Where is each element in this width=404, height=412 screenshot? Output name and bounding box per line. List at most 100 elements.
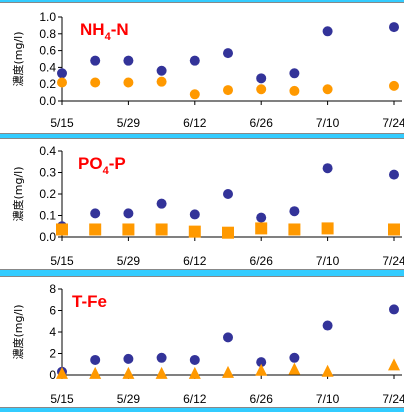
x-tick-label: 7/10 — [316, 254, 340, 268]
chart-title-suffix: -P — [109, 154, 126, 173]
data-point — [255, 363, 268, 376]
data-point — [155, 366, 168, 379]
y-tick-label: 0.0 — [39, 94, 56, 108]
nh4n-chart: 0.0 0.2 0.4 0.6 0.8 1.0 5/15 5/29 6/12 6/26 7/10 7/… — [11, 10, 404, 130]
y-axis-label: 濃度(mg/l) — [11, 31, 25, 86]
tfe-chart-panel: 0 2 4 6 8 5/15 5/29 6/12 6/26 7/10 7/24 濃度(mg/l) T-F… — [0, 276, 404, 408]
y-tick-label: 0.2 — [39, 187, 56, 201]
chart-title: PO4-P — [78, 154, 126, 177]
x-tick-label: 6/12 — [183, 254, 207, 268]
chart-title: NH4-N — [80, 20, 129, 43]
y-tick-label: 8 — [49, 282, 56, 296]
data-point — [222, 365, 234, 378]
data-point — [90, 55, 101, 66]
nh4n-series-1 — [57, 22, 399, 84]
x-tick-label: 5/15 — [50, 392, 74, 406]
y-axis-label: 濃度(mg/l) — [11, 304, 25, 359]
po4p-chart: 0.0 0.1 0.2 0.3 0.4 5/15 5/29 6/12 6/26 7/10 7/24 濃… — [11, 144, 404, 268]
x-tick-label: 5/29 — [117, 254, 141, 268]
chart-title-main: T-Fe — [72, 292, 107, 311]
data-point — [389, 80, 399, 91]
y-tick-label: 0.0 — [39, 230, 56, 244]
data-point — [389, 304, 399, 315]
data-point — [255, 222, 268, 235]
data-point — [256, 73, 267, 84]
data-point — [388, 358, 400, 371]
data-point — [223, 48, 233, 59]
data-point — [89, 366, 102, 379]
data-point — [321, 222, 334, 235]
data-point — [289, 206, 300, 217]
data-point — [156, 198, 167, 209]
data-point — [389, 169, 399, 180]
x-tick-label: 5/15 — [50, 116, 74, 130]
data-point — [289, 68, 300, 79]
chart-title-main: PO — [78, 154, 103, 173]
data-point — [223, 189, 233, 199]
y-tick-label: 0.8 — [39, 27, 56, 41]
chart-title: T-Fe — [72, 292, 107, 311]
data-point — [389, 22, 399, 33]
tfe-series-1 — [57, 304, 399, 377]
data-point — [155, 223, 168, 236]
chart-title-subscript: 4 — [103, 165, 110, 177]
y-tick-label: 0 — [49, 368, 56, 382]
po4p-chart-panel: 0.0 0.1 0.2 0.3 0.4 5/15 5/29 6/12 6/26 7/10 7/24 濃… — [0, 138, 404, 270]
data-point — [188, 225, 201, 238]
x-tick-label: 7/24 — [382, 392, 404, 406]
x-tick-label: 6/26 — [250, 254, 274, 268]
data-point — [156, 76, 167, 87]
data-point — [90, 354, 101, 365]
data-point — [289, 352, 300, 363]
chart-title-suffix: -N — [111, 20, 129, 39]
tfe-chart: 0 2 4 6 8 5/15 5/29 6/12 6/26 7/10 7/24 濃度(mg/l) T-F… — [11, 282, 404, 406]
y-tick-label: 0.2 — [39, 77, 56, 91]
data-point — [256, 84, 267, 95]
y-tick-label: 0.4 — [39, 60, 56, 74]
data-point — [122, 366, 135, 379]
x-tick-label: 7/24 — [382, 116, 404, 130]
data-point — [223, 85, 233, 96]
data-point — [122, 223, 135, 236]
data-point — [189, 209, 200, 220]
x-tick-label: 6/12 — [183, 392, 207, 406]
data-point — [322, 163, 333, 174]
nh4n-series-2 — [57, 76, 399, 100]
x-tick-label: 7/10 — [316, 116, 340, 130]
y-tick-label: 0.1 — [39, 209, 56, 223]
tfe-series-2 — [56, 358, 400, 379]
y-tick-label: 2 — [49, 347, 56, 361]
data-point — [57, 68, 67, 79]
x-tick-label: 6/26 — [250, 116, 274, 130]
data-point — [123, 353, 134, 364]
x-tick-label: 7/24 — [382, 254, 404, 268]
y-tick-label: 0.4 — [39, 144, 56, 158]
data-point — [90, 208, 101, 219]
data-point — [56, 223, 68, 236]
y-tick-label: 0.3 — [39, 166, 56, 180]
chart-title-subscript: 4 — [105, 31, 112, 43]
y-tick-label: 6 — [49, 304, 56, 318]
data-point — [188, 366, 201, 379]
y-axis-label: 濃度(mg/l) — [11, 166, 25, 221]
data-point — [289, 85, 300, 96]
y-tick-label: 1.0 — [39, 10, 56, 24]
data-point — [322, 84, 333, 95]
data-point — [56, 366, 68, 379]
data-point — [256, 357, 267, 368]
x-tick-label: 5/29 — [117, 392, 141, 406]
data-point — [57, 77, 67, 88]
nh4n-chart-panel: 0.0 0.2 0.4 0.6 0.8 1.0 5/15 5/29 6/12 6/26 7/10 7/… — [0, 2, 404, 134]
data-point — [288, 362, 301, 375]
x-tick-label: 6/12 — [183, 116, 207, 130]
chart-title-main: NH — [80, 20, 105, 39]
data-point — [322, 26, 333, 37]
data-point — [189, 89, 200, 100]
x-tick-label: 6/26 — [250, 392, 274, 406]
y-tick-label: 0.6 — [39, 44, 56, 58]
data-point — [90, 77, 101, 88]
y-tick-label: 4 — [49, 325, 56, 339]
data-point — [156, 352, 167, 363]
data-point — [223, 332, 233, 343]
